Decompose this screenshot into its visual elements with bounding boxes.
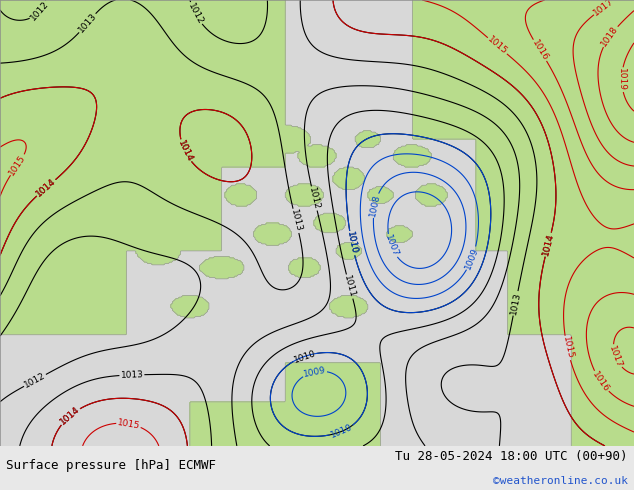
Text: Surface pressure [hPa] ECMWF: Surface pressure [hPa] ECMWF — [6, 459, 216, 472]
Text: 1008: 1008 — [368, 193, 382, 218]
Text: 1015: 1015 — [560, 336, 574, 360]
Text: 1014: 1014 — [34, 177, 58, 198]
Text: 1017: 1017 — [592, 0, 616, 18]
Text: 1016: 1016 — [590, 369, 611, 393]
Text: 1015: 1015 — [486, 35, 509, 57]
Text: Tu 28-05-2024 18:00 UTC (00+90): Tu 28-05-2024 18:00 UTC (00+90) — [395, 450, 628, 464]
Text: 1014: 1014 — [541, 232, 555, 257]
Text: 1013: 1013 — [289, 209, 303, 233]
Text: 1011: 1011 — [342, 274, 357, 299]
Text: 1014: 1014 — [176, 139, 194, 163]
Text: 1015: 1015 — [8, 153, 28, 177]
Text: 1012: 1012 — [307, 186, 321, 211]
Text: 1007: 1007 — [383, 234, 399, 258]
Text: 1014: 1014 — [541, 232, 555, 257]
Text: 1019: 1019 — [617, 68, 626, 91]
Text: 1009: 1009 — [302, 365, 327, 379]
Text: 1014: 1014 — [58, 405, 82, 427]
Text: 1013: 1013 — [509, 291, 522, 316]
Text: ©weatheronline.co.uk: ©weatheronline.co.uk — [493, 476, 628, 486]
Text: 1014: 1014 — [58, 405, 82, 427]
Text: 1010: 1010 — [345, 231, 359, 255]
Text: 1015: 1015 — [117, 417, 141, 430]
Text: 1012: 1012 — [186, 1, 205, 25]
Text: 1017: 1017 — [607, 344, 624, 369]
Text: 1013: 1013 — [77, 11, 98, 35]
Text: 1010: 1010 — [292, 348, 317, 365]
Text: 1016: 1016 — [530, 38, 550, 62]
Text: 1009: 1009 — [463, 246, 481, 271]
Text: 1014: 1014 — [34, 177, 58, 198]
Text: 1012: 1012 — [29, 0, 51, 23]
Text: 1018: 1018 — [600, 24, 620, 49]
Text: 1014: 1014 — [176, 139, 194, 163]
Text: 1012: 1012 — [23, 371, 47, 390]
Text: 1010: 1010 — [345, 231, 359, 255]
Text: 1010: 1010 — [329, 423, 354, 440]
Text: 1013: 1013 — [120, 370, 143, 380]
